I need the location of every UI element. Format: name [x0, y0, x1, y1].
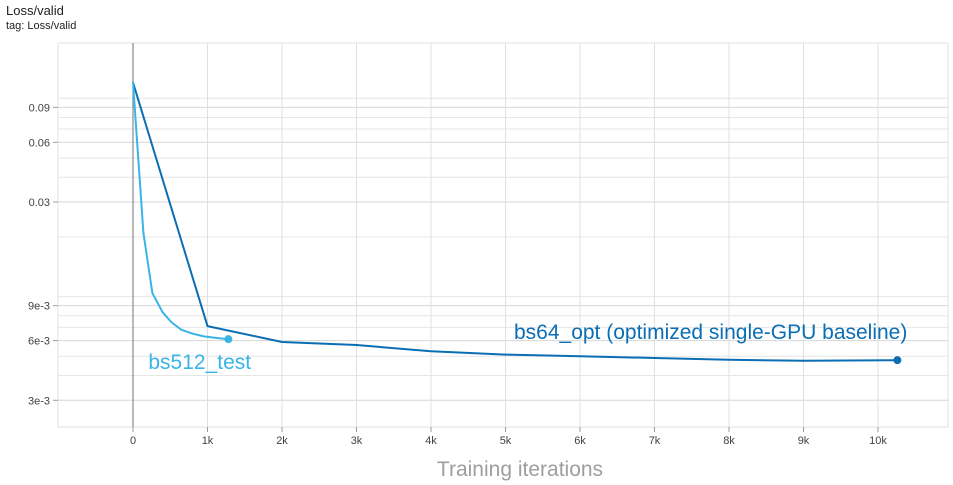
x-axis-label: Training iterations: [437, 458, 603, 481]
x-tick-label: 9k: [798, 435, 810, 447]
chart-subtitle: tag: Loss/valid: [6, 20, 77, 32]
x-tick-label: 3k: [351, 435, 363, 447]
chart-title: Loss/valid: [6, 3, 64, 18]
series-end-point-2[interactable]: [224, 335, 233, 344]
y-tick-label: 6e-3: [28, 336, 50, 348]
series-label-2: bs512_test: [148, 351, 251, 374]
y-tick-label: 0.06: [29, 137, 50, 149]
y-tick-label: 3e-3: [28, 395, 50, 407]
x-tick-label: 4k: [425, 435, 437, 447]
y-tick-label: 0.09: [29, 102, 50, 114]
x-tick-label: 7k: [649, 435, 661, 447]
y-tick-label: 9e-3: [28, 301, 50, 313]
series-label-1: bs64_opt (optimized single-GPU baseline): [514, 321, 907, 344]
series-end-point-1[interactable]: [893, 356, 902, 365]
series-line-2[interactable]: [132, 81, 230, 341]
x-tick-label: 2k: [276, 435, 288, 447]
x-tick-label: 0: [130, 435, 136, 447]
series-line-1[interactable]: [132, 81, 899, 362]
x-tick-label: 10k: [869, 435, 887, 447]
x-tick-label: 8k: [723, 435, 735, 447]
x-tick-label: 6k: [574, 435, 586, 447]
x-tick-label: 1k: [202, 435, 214, 447]
y-tick-label: 0.03: [29, 197, 50, 209]
x-tick-label: 5k: [500, 435, 512, 447]
